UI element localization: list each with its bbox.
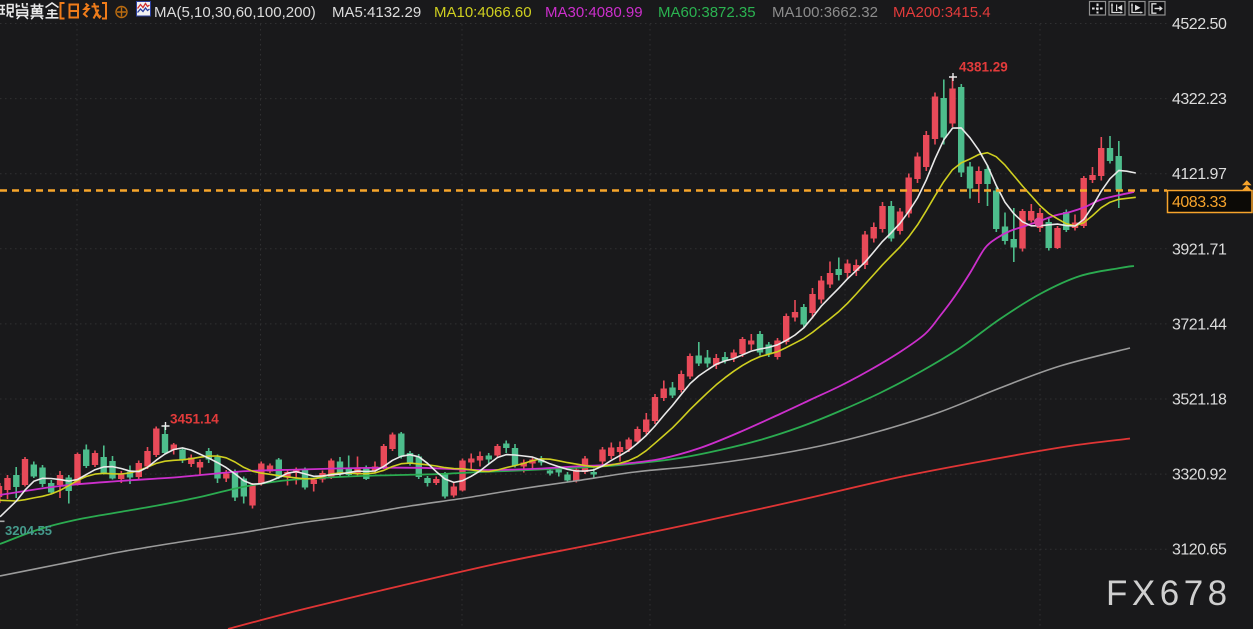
svg-text:3320.92: 3320.92 [1172,467,1227,484]
svg-text:4381.29: 4381.29 [959,60,1008,75]
svg-text:3521.18: 3521.18 [1172,392,1227,409]
svg-text:3451.14: 3451.14 [170,412,219,427]
svg-text:MA(5,10,30,60,100,200): MA(5,10,30,60,100,200) [154,4,316,21]
svg-text:MA200:3415.4: MA200:3415.4 [893,4,991,21]
svg-text:4083.33: 4083.33 [1172,194,1227,211]
svg-text:3921.71: 3921.71 [1172,241,1227,258]
svg-text:MA10:4066.60: MA10:4066.60 [434,4,532,21]
svg-text:4121.97: 4121.97 [1172,166,1227,183]
svg-text:MA100:3662.32: MA100:3662.32 [772,4,878,21]
svg-text:MA5:4132.29: MA5:4132.29 [332,4,421,21]
svg-text:3120.65: 3120.65 [1172,542,1227,559]
svg-text:MA60:3872.35: MA60:3872.35 [658,4,756,21]
svg-text:MA30:4080.99: MA30:4080.99 [545,4,643,21]
svg-text:4522.50: 4522.50 [1172,16,1227,33]
svg-text:4322.23: 4322.23 [1172,91,1227,108]
svg-text:3721.44: 3721.44 [1172,316,1227,333]
svg-text:3204.55: 3204.55 [5,523,52,538]
svg-text:FX678: FX678 [1106,574,1232,613]
